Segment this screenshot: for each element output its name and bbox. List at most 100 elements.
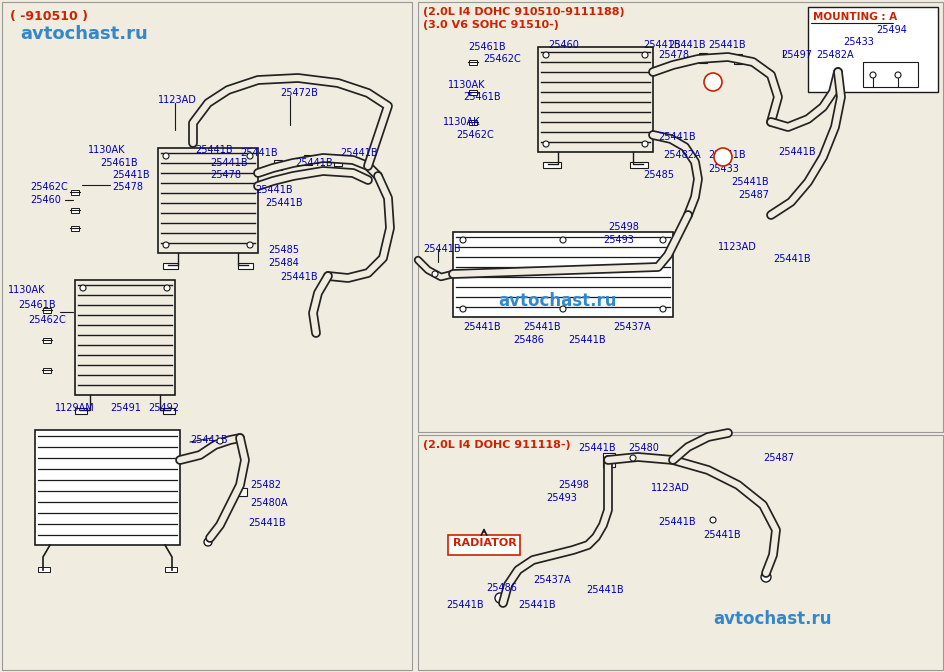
Text: 25441B: 25441B <box>657 132 695 142</box>
Circle shape <box>431 271 437 277</box>
Bar <box>304 155 312 165</box>
Bar <box>699 53 706 63</box>
Text: 25478: 25478 <box>210 170 241 180</box>
Bar <box>537 47 652 152</box>
Bar <box>162 263 177 269</box>
Text: 25441B: 25441B <box>446 600 483 610</box>
Text: 25487: 25487 <box>762 453 793 463</box>
Bar <box>158 148 258 253</box>
Text: MOUNTING : A: MOUNTING : A <box>812 12 896 22</box>
Bar <box>71 208 79 212</box>
Text: 25441B: 25441B <box>190 435 228 445</box>
Text: 25493: 25493 <box>546 493 576 503</box>
Circle shape <box>659 306 666 312</box>
Bar <box>43 337 51 343</box>
Text: 1130AK: 1130AK <box>443 117 480 127</box>
Text: (2.0L I4 DOHC 910510-9111188): (2.0L I4 DOHC 910510-9111188) <box>423 7 624 17</box>
Bar <box>417 2 942 432</box>
Text: 25485: 25485 <box>268 245 298 255</box>
Bar <box>71 190 79 194</box>
Text: 25441B: 25441B <box>264 198 302 208</box>
Text: 25460: 25460 <box>548 40 579 50</box>
Text: avtochast.ru: avtochast.ru <box>712 610 831 628</box>
Circle shape <box>760 572 770 582</box>
Bar <box>2 2 412 670</box>
Text: 25492: 25492 <box>148 403 178 413</box>
Circle shape <box>495 593 504 603</box>
Text: 25486: 25486 <box>513 335 544 345</box>
Text: 25441B: 25441B <box>295 158 332 168</box>
Text: 25478: 25478 <box>112 182 143 192</box>
Text: 25498: 25498 <box>607 222 638 232</box>
Circle shape <box>460 237 465 243</box>
Text: 25480A: 25480A <box>250 498 287 508</box>
Bar <box>862 62 917 87</box>
Circle shape <box>630 455 635 461</box>
Bar <box>602 453 615 467</box>
Circle shape <box>703 73 721 91</box>
Bar <box>35 430 179 545</box>
Text: 25482A: 25482A <box>815 50 852 60</box>
Text: 25441B: 25441B <box>340 148 378 158</box>
Circle shape <box>641 141 648 147</box>
Circle shape <box>246 242 253 248</box>
Bar <box>468 60 477 65</box>
Text: 25441B: 25441B <box>423 244 460 254</box>
Text: 25491: 25491 <box>110 403 141 413</box>
Text: 25482A: 25482A <box>663 150 700 160</box>
Text: 25461B: 25461B <box>463 92 500 102</box>
Text: 25441B: 25441B <box>194 145 232 155</box>
Bar <box>162 408 175 414</box>
Text: 25441B: 25441B <box>702 530 740 540</box>
Text: 25441B: 25441B <box>578 443 615 453</box>
Text: avtochast.ru: avtochast.ru <box>497 292 615 310</box>
Bar <box>468 89 477 95</box>
Text: 1130AK: 1130AK <box>88 145 126 155</box>
Text: 25441B: 25441B <box>517 600 555 610</box>
Text: 25441B: 25441B <box>777 147 815 157</box>
Text: 1123AD: 1123AD <box>650 483 689 493</box>
Circle shape <box>869 72 875 78</box>
Bar <box>468 120 477 124</box>
Text: 25462C: 25462C <box>30 182 68 192</box>
Circle shape <box>894 72 900 78</box>
Text: 25482: 25482 <box>250 480 280 490</box>
Text: 25462C: 25462C <box>28 315 66 325</box>
Bar <box>75 280 175 395</box>
Text: 25441B: 25441B <box>247 518 285 528</box>
Text: 25441B: 25441B <box>585 585 623 595</box>
Text: 1130AK: 1130AK <box>447 80 485 90</box>
Bar <box>733 54 741 64</box>
Circle shape <box>246 153 253 159</box>
Text: 25441B: 25441B <box>112 170 149 180</box>
Bar <box>43 308 51 312</box>
Text: 25493: 25493 <box>602 235 633 245</box>
Bar <box>165 567 177 572</box>
Text: 25441B: 25441B <box>642 40 680 50</box>
Text: 25441B: 25441B <box>255 185 293 195</box>
Bar <box>807 7 937 92</box>
Text: avtochast.ru: avtochast.ru <box>20 25 147 43</box>
Circle shape <box>80 285 86 291</box>
Bar <box>447 535 519 555</box>
Text: 25494: 25494 <box>875 25 906 35</box>
Text: 25487: 25487 <box>737 190 768 200</box>
Bar <box>274 160 281 170</box>
Text: 25498: 25498 <box>557 480 588 490</box>
Circle shape <box>204 538 211 546</box>
Bar <box>543 162 561 168</box>
Text: 25441B: 25441B <box>210 158 247 168</box>
Text: 25441B: 25441B <box>707 150 745 160</box>
Bar <box>417 435 942 670</box>
Text: 25441B: 25441B <box>707 40 745 50</box>
Bar <box>630 162 648 168</box>
Bar <box>71 226 79 230</box>
Text: 25441B: 25441B <box>567 335 605 345</box>
Text: 25461B: 25461B <box>18 300 56 310</box>
Circle shape <box>560 237 565 243</box>
Text: (2.0L I4 DOHC 911118-): (2.0L I4 DOHC 911118-) <box>423 440 570 450</box>
Text: 25472B: 25472B <box>279 88 317 98</box>
Text: 1129AM: 1129AM <box>55 403 94 413</box>
Circle shape <box>659 237 666 243</box>
Bar <box>235 488 246 496</box>
